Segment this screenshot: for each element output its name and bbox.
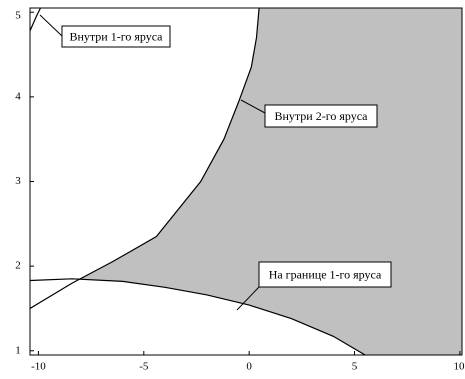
boundary-curve [30,278,366,355]
x-tick-label: 0 [246,361,252,373]
annotation-leader [240,99,266,114]
x-tick-label: -5 [139,361,149,373]
shaded-region [30,8,462,355]
annotation-label: Внутри 1-го яруса [69,29,163,43]
annotation-leader [39,14,63,37]
boundary-curve [30,8,42,32]
x-tick-label: 5 [352,361,358,373]
y-tick-label: 3 [15,175,21,187]
annotation-label: На границе 1-го яруса [269,267,382,281]
plot-area [30,8,462,355]
x-tick-label: -10 [31,361,46,373]
annotation-box [61,25,171,48]
y-tick-label: 4 [15,90,21,102]
x-tick-label: 10 [454,361,465,373]
boundary-curve [30,8,260,310]
annotation-leader [236,286,260,311]
y-tick-label: 2 [15,260,21,272]
annotation-label: Внутри 2-го яруса [274,109,368,123]
y-tick-label: 1 [15,344,21,356]
annotation-box [258,261,392,288]
y-tick-label: 5 [15,10,21,22]
region-fill [30,8,462,355]
annotation-box [264,104,378,128]
